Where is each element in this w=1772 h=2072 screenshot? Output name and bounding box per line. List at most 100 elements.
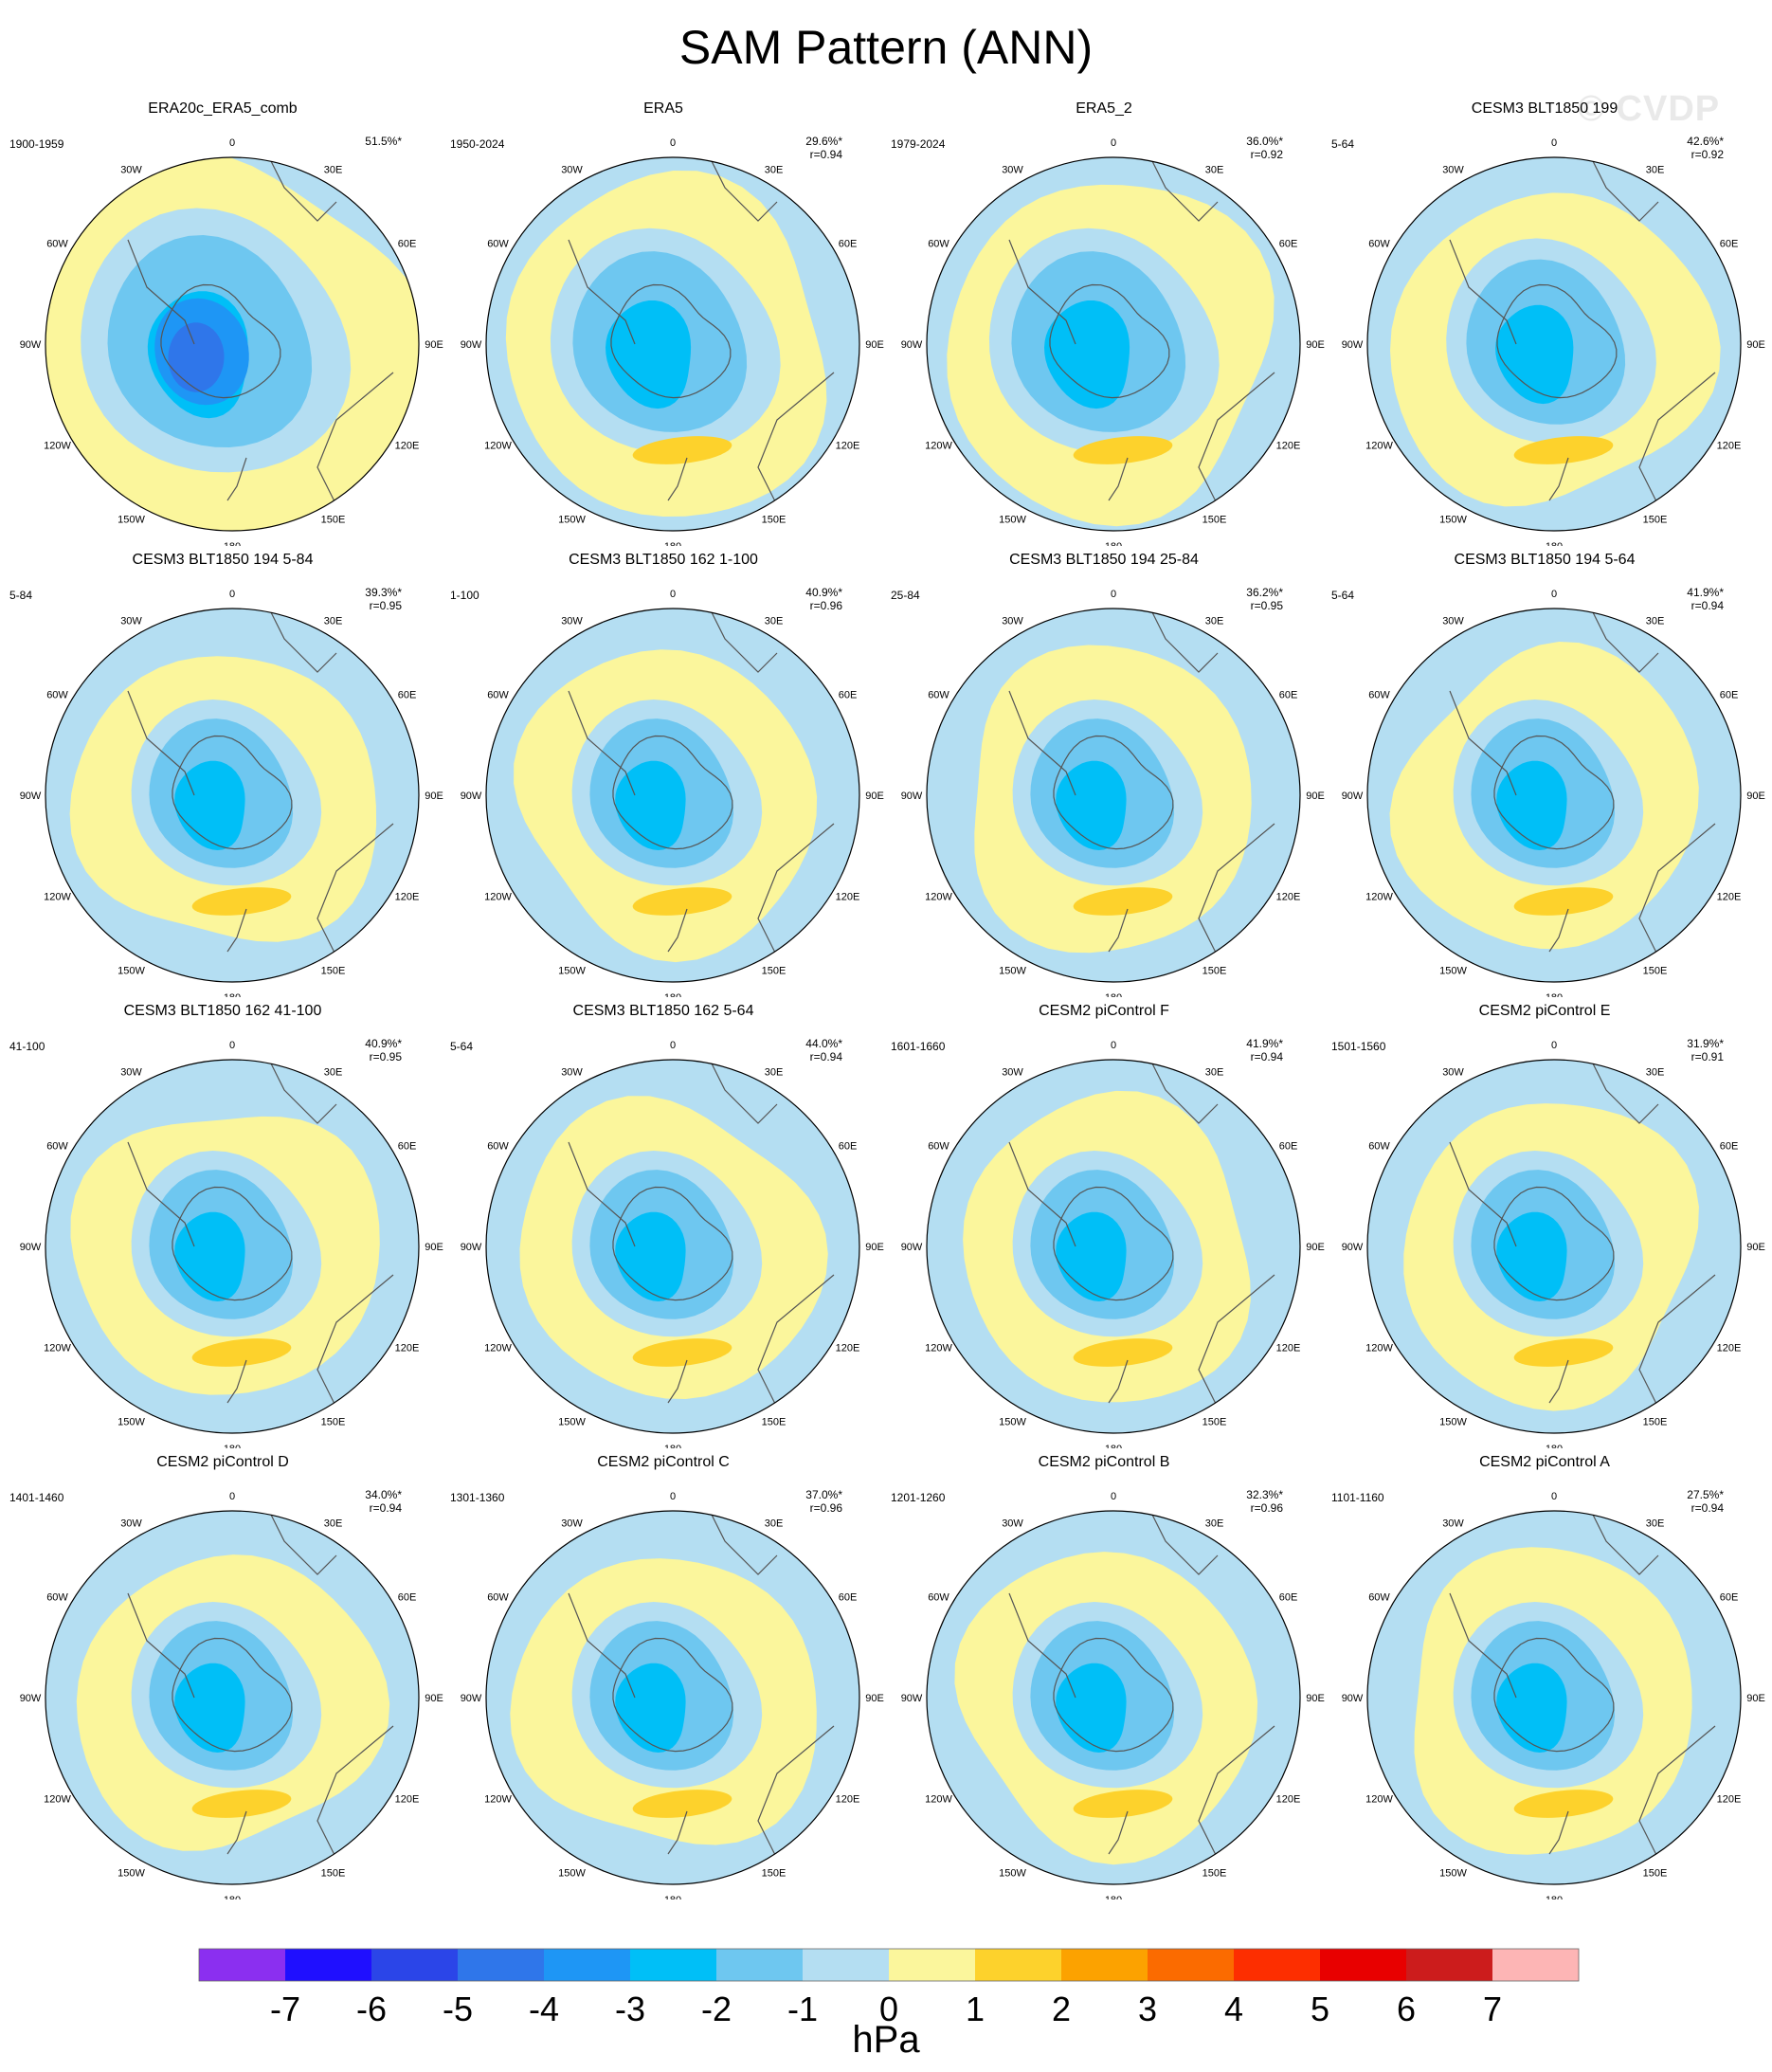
panel-stats: 34.0%* r=0.94 bbox=[365, 1488, 402, 1515]
map-panel: 0 30E 60E 90E 120E 150E 180 150W 120W 90W 60W 30W CE… bbox=[1322, 1003, 1767, 1448]
longitude-label: 150W bbox=[118, 515, 145, 526]
map-border bbox=[45, 1510, 420, 1885]
longitude-label: 180 bbox=[224, 1444, 241, 1448]
antarctica-outline bbox=[172, 1186, 293, 1301]
longitude-label: 90E bbox=[1306, 1693, 1325, 1704]
map-panel: 0 30E 60E 90E 120E 150E 180 150W 120W 90W 60W 30W CE… bbox=[881, 552, 1327, 997]
longitude-label: 150E bbox=[321, 515, 346, 526]
new-zealand-outline bbox=[226, 457, 247, 501]
contour-fill bbox=[1073, 1338, 1173, 1367]
longitude-label: 0 bbox=[229, 1040, 235, 1051]
longitude-label: 150W bbox=[118, 1868, 145, 1880]
panel-title: CESM3 BLT1850 194 5-84 bbox=[132, 552, 314, 568]
longitude-label: 180 bbox=[1105, 1895, 1122, 1899]
longitude-label: 30W bbox=[1442, 165, 1464, 176]
contour-fill bbox=[632, 1790, 732, 1818]
longitude-label: 120W bbox=[44, 441, 71, 452]
colorbar-swatch bbox=[889, 1949, 975, 1981]
longitude-label: 60W bbox=[487, 1592, 509, 1604]
panel-years: 1501-1560 bbox=[1331, 1040, 1386, 1053]
longitude-label: 60W bbox=[928, 690, 949, 701]
longitude-label: 30W bbox=[1002, 616, 1023, 627]
panel-stats: 29.6%* r=0.94 bbox=[805, 135, 842, 161]
africa-outline bbox=[1591, 1061, 1659, 1124]
longitude-label: 30E bbox=[324, 1067, 343, 1079]
longitude-label: 150W bbox=[999, 1417, 1026, 1428]
africa-outline bbox=[710, 609, 778, 673]
pattern-correlation: r=0.95 bbox=[1250, 599, 1283, 612]
colorbar-swatch bbox=[716, 1949, 803, 1981]
panel-stats: 51.5%* bbox=[365, 135, 402, 148]
longitude-label: 60E bbox=[1720, 690, 1739, 701]
contour-fill bbox=[1044, 300, 1130, 409]
pattern-correlation: r=0.95 bbox=[369, 1050, 402, 1063]
pattern-correlation: r=0.96 bbox=[809, 1501, 842, 1515]
new-zealand-outline bbox=[226, 1359, 247, 1404]
longitude-label: 150E bbox=[321, 1868, 346, 1880]
longitude-label: 120E bbox=[395, 441, 420, 452]
antarctica-outline bbox=[610, 283, 732, 399]
longitude-label: 30W bbox=[1002, 1518, 1023, 1530]
africa-outline bbox=[1591, 609, 1659, 673]
south-america-outline bbox=[568, 1592, 636, 1699]
panel-years: 1900-1959 bbox=[9, 137, 64, 151]
longitude-label: 90W bbox=[901, 1242, 923, 1253]
longitude-label: 90E bbox=[865, 791, 884, 802]
longitude-label: 120E bbox=[395, 1794, 420, 1806]
longitude-label: 60E bbox=[1720, 239, 1739, 250]
panel-title: CESM2 piControl F bbox=[1039, 1003, 1169, 1019]
map-border bbox=[485, 156, 860, 532]
map-panel: 0 30E 60E 90E 120E 150E 180 150W 120W 90W 60W 30W CE… bbox=[1322, 552, 1767, 997]
longitude-label: 150E bbox=[1202, 1417, 1227, 1428]
panel-title: CESM3 BLT1850 194 5-64 bbox=[1454, 552, 1636, 568]
longitude-label: 150W bbox=[558, 515, 586, 526]
antarctica-outline bbox=[612, 1186, 733, 1301]
antarctica-outline bbox=[1053, 735, 1174, 850]
longitude-label: 30W bbox=[561, 616, 583, 627]
panel-stats: 41.9%* r=0.94 bbox=[1687, 586, 1724, 612]
watermark: © CVDP bbox=[1578, 89, 1721, 129]
longitude-label: 180 bbox=[1546, 1444, 1563, 1448]
colorbar-swatch bbox=[285, 1949, 371, 1981]
south-america-outline bbox=[1008, 1592, 1076, 1699]
longitude-label: 150W bbox=[1439, 1417, 1467, 1428]
pattern-correlation: r=0.94 bbox=[1691, 599, 1724, 612]
south-america-outline bbox=[568, 1141, 636, 1247]
figure-title: SAM Pattern (ANN) bbox=[678, 21, 1094, 74]
africa-outline bbox=[269, 158, 337, 222]
map-border bbox=[1366, 156, 1742, 532]
panel-years: 1201-1260 bbox=[891, 1491, 946, 1504]
longitude-label: 90W bbox=[20, 791, 42, 802]
longitude-label: 90W bbox=[901, 791, 923, 802]
variance-pct: 41.9%* bbox=[1687, 586, 1724, 599]
longitude-label: 60W bbox=[928, 1592, 949, 1604]
variance-pct: 44.0%* bbox=[805, 1037, 842, 1050]
longitude-label: 150E bbox=[762, 1868, 787, 1880]
longitude-label: 180 bbox=[1105, 992, 1122, 997]
longitude-label: 60E bbox=[1720, 1141, 1739, 1153]
contour-fill bbox=[1495, 304, 1574, 405]
longitude-label: 60E bbox=[1279, 1592, 1298, 1604]
pattern-correlation: r=0.94 bbox=[369, 1501, 402, 1515]
longitude-label: 180 bbox=[664, 1895, 681, 1899]
longitude-label: 60E bbox=[839, 690, 858, 701]
longitude-label: 0 bbox=[670, 137, 676, 149]
longitude-label: 120E bbox=[1717, 441, 1742, 452]
colorbar-swatch bbox=[544, 1949, 630, 1981]
longitude-label: 180 bbox=[664, 1444, 681, 1448]
antarctica-outline bbox=[1053, 1186, 1174, 1301]
longitude-label: 180 bbox=[1546, 1895, 1563, 1899]
panel-title: CESM3 BLT1850 162 5-64 bbox=[572, 1003, 754, 1019]
colorbar-swatch bbox=[458, 1949, 544, 1981]
new-zealand-outline bbox=[667, 1359, 688, 1404]
contour-fill bbox=[191, 887, 292, 916]
new-zealand-outline bbox=[1548, 1810, 1569, 1855]
longitude-label: 120W bbox=[484, 1794, 512, 1806]
polar-map: 0 30E 60E 90E 120E 150E 180 150W 120W 90W 60W 30W bbox=[461, 1040, 884, 1448]
longitude-label: 150E bbox=[1643, 1868, 1668, 1880]
africa-outline bbox=[1150, 158, 1219, 222]
longitude-label: 60W bbox=[46, 1592, 68, 1604]
longitude-label: 180 bbox=[1546, 992, 1563, 997]
pattern-correlation: r=0.96 bbox=[1250, 1501, 1283, 1515]
panel-years: 5-64 bbox=[1331, 589, 1355, 602]
